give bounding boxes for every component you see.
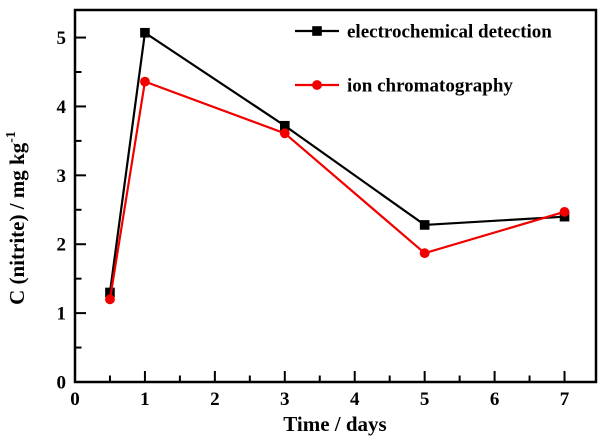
y-axis-title: C (nitrite) / mg kg-1	[4, 131, 29, 305]
legend-circle-marker	[312, 80, 322, 90]
square-marker	[140, 27, 150, 38]
legend-item-electrochemical-detection: electrochemical detection	[295, 22, 552, 43]
legend-label: electrochemical detection	[347, 22, 552, 43]
series-line	[108, 80, 565, 300]
legend-square-marker	[312, 26, 322, 36]
square-marker	[419, 220, 430, 230]
x-tick-label: 3	[280, 389, 290, 410]
y-tick-label: 3	[57, 166, 67, 187]
series-electrochemical-detection	[105, 27, 570, 298]
circle-marker	[105, 294, 115, 305]
legend-item-ion-chromatography: ion chromatography	[295, 76, 513, 97]
series-layer	[105, 27, 570, 305]
legend-layer: electrochemical detection ion chromatogra…	[295, 22, 552, 97]
square-marker	[279, 120, 290, 131]
x-tick-label: 5	[420, 389, 430, 410]
circle-marker	[140, 76, 150, 87]
x-tick-label: 1	[140, 389, 150, 410]
x-tick-label: 4	[350, 389, 360, 410]
plot-frame	[73, 8, 598, 384]
y-tick-label: 2	[57, 235, 67, 256]
y-tick-label: 1	[57, 304, 67, 325]
y-tick-label: 4	[57, 97, 67, 118]
circle-marker	[279, 128, 290, 139]
x-tick-label: 0	[70, 389, 80, 410]
series-ion-chromatography	[105, 76, 570, 305]
x-tick-label: 7	[560, 389, 570, 410]
ticks-layer: 0 1 2 3 4 5 6 7 0 1 2 3 4 5 C (nitrite) / mg kg-1	[4, 28, 570, 410]
circle-marker	[559, 206, 570, 217]
y-axis-title-exponent: -1	[4, 131, 19, 143]
circle-marker	[419, 248, 430, 259]
x-axis-title: Time / days	[283, 412, 386, 436]
y-tick-label: 0	[57, 373, 67, 394]
x-tick-label: 2	[210, 389, 220, 410]
x-tick-label: 6	[490, 389, 500, 410]
legend-label: ion chromatography	[347, 76, 513, 97]
y-tick-label: 5	[57, 28, 67, 49]
series-line	[108, 30, 565, 293]
